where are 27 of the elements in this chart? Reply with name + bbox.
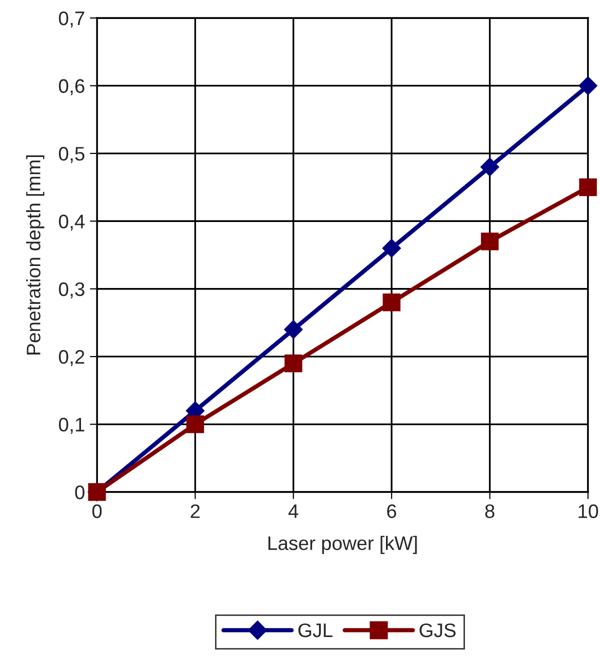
point (579, 178, 597, 196)
legend-label: GJS (420, 623, 456, 638)
y-tick-label: 0,3 (58, 282, 84, 298)
y-tick-label: 0,2 (58, 350, 84, 366)
point (480, 158, 500, 176)
x-tick-label: 6 (387, 504, 396, 518)
point (382, 294, 400, 312)
x-axis-title: Laser power [kW] (268, 536, 417, 554)
x-tick-label: 0 (92, 504, 102, 518)
y-tick-label: 0,1 (58, 418, 84, 434)
point (284, 320, 303, 339)
point (284, 354, 302, 372)
y-tick-label: 0,4 (58, 214, 85, 231)
point (578, 76, 598, 96)
x-tick-label: 4 (288, 504, 298, 518)
point (186, 415, 204, 434)
x-tick-label: 8 (485, 504, 494, 518)
point (480, 232, 499, 250)
y-axis-title: Penetration depth [mm] (26, 155, 44, 354)
y-tick-label: 0 (75, 485, 84, 500)
x-tick-label: 10 (578, 504, 598, 518)
y-tick-label: 0,5 (58, 146, 84, 163)
y-tick-label: 0,6 (58, 79, 84, 96)
legend-label: GJL (298, 623, 332, 638)
x-tick-label: 2 (190, 504, 200, 518)
y-tick-label: 0,7 (58, 11, 84, 28)
point (382, 238, 401, 258)
